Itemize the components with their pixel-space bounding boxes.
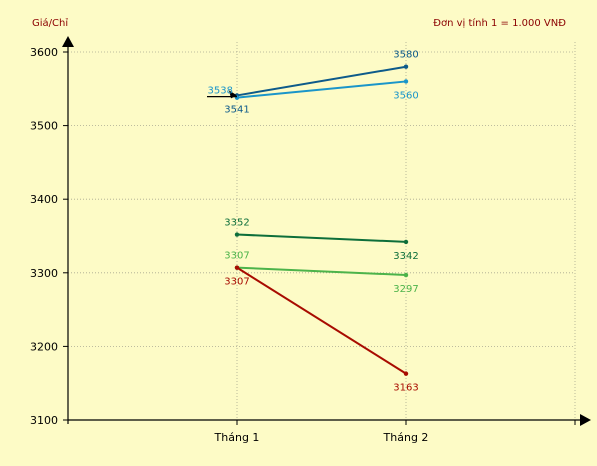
data-label: 3580	[393, 50, 418, 61]
data-label: 3538	[208, 86, 233, 97]
data-label: 3307	[224, 277, 249, 288]
series-start-marker	[229, 90, 237, 99]
y-tick-label: 3500	[30, 120, 58, 133]
x-axis-arrow	[580, 414, 591, 426]
series-lines	[207, 64, 409, 376]
y-tick-label: 3400	[30, 193, 58, 206]
series-line-5	[236, 266, 407, 375]
data-point	[403, 239, 409, 245]
data-point	[403, 79, 409, 84]
series-line-3	[236, 233, 407, 243]
data-label: 3342	[393, 251, 418, 262]
unit-note: Đơn vị tính 1 = 1.000 VNĐ	[433, 17, 566, 29]
data-label: 3307	[224, 251, 249, 262]
data-point	[234, 265, 240, 270]
data-point	[234, 232, 240, 237]
y-tick-label: 3100	[30, 414, 58, 427]
y-tick-label: 3200	[30, 340, 58, 353]
x-tick-label: Tháng 1	[214, 431, 260, 444]
grid	[68, 42, 576, 420]
y-tick-label: 3300	[30, 267, 58, 280]
data-labels: 3580 3541 3538 3560 3352 3342 3307 3297 3307 3163	[208, 50, 419, 394]
data-label: 3541	[224, 104, 249, 115]
series-line-1	[236, 65, 407, 97]
x-tick-label: Tháng 2	[383, 431, 429, 444]
series-line-2	[236, 80, 407, 99]
data-label: 3297	[393, 284, 418, 295]
y-axis-arrow	[62, 36, 74, 47]
y-axis-label: Giá/Chỉ	[32, 17, 68, 29]
data-point	[403, 64, 409, 69]
data-label: 3560	[393, 90, 418, 101]
y-tick-label: 3600	[30, 46, 58, 59]
series-line-4	[236, 266, 407, 277]
axes: 3100 3200 3300 3400 3500 3600 Tháng 1 Tháng 2	[30, 36, 591, 444]
data-point	[403, 371, 409, 376]
data-label: 3163	[393, 383, 418, 394]
data-point	[403, 272, 409, 278]
data-label: 3352	[224, 218, 249, 229]
